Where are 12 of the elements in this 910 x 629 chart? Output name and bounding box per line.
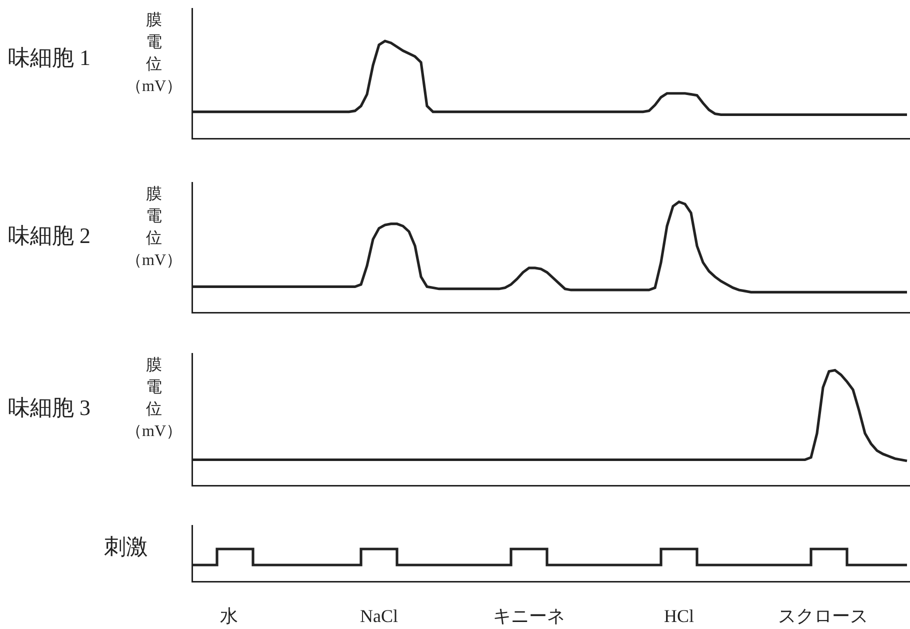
chart-title: 味細胞 1 [8,44,90,72]
x-tick-label: スクロース [778,606,868,626]
text: 味細胞 2 [8,222,90,250]
y-axis-title: 膜電位（mV） [125,11,183,97]
y-axis-title: 刺激 [104,533,148,561]
x-tick-label: 水 [220,606,238,626]
text: 味細胞 3 [8,394,90,422]
y-axis-title: 膜電位（mV） [125,356,183,442]
x-tick-label: NaCl [360,606,398,626]
y-axis-title: 膜電位（mV） [125,185,183,271]
x-tick-label: キニーネ [493,606,565,626]
x-tick-label: HCl [664,606,694,626]
